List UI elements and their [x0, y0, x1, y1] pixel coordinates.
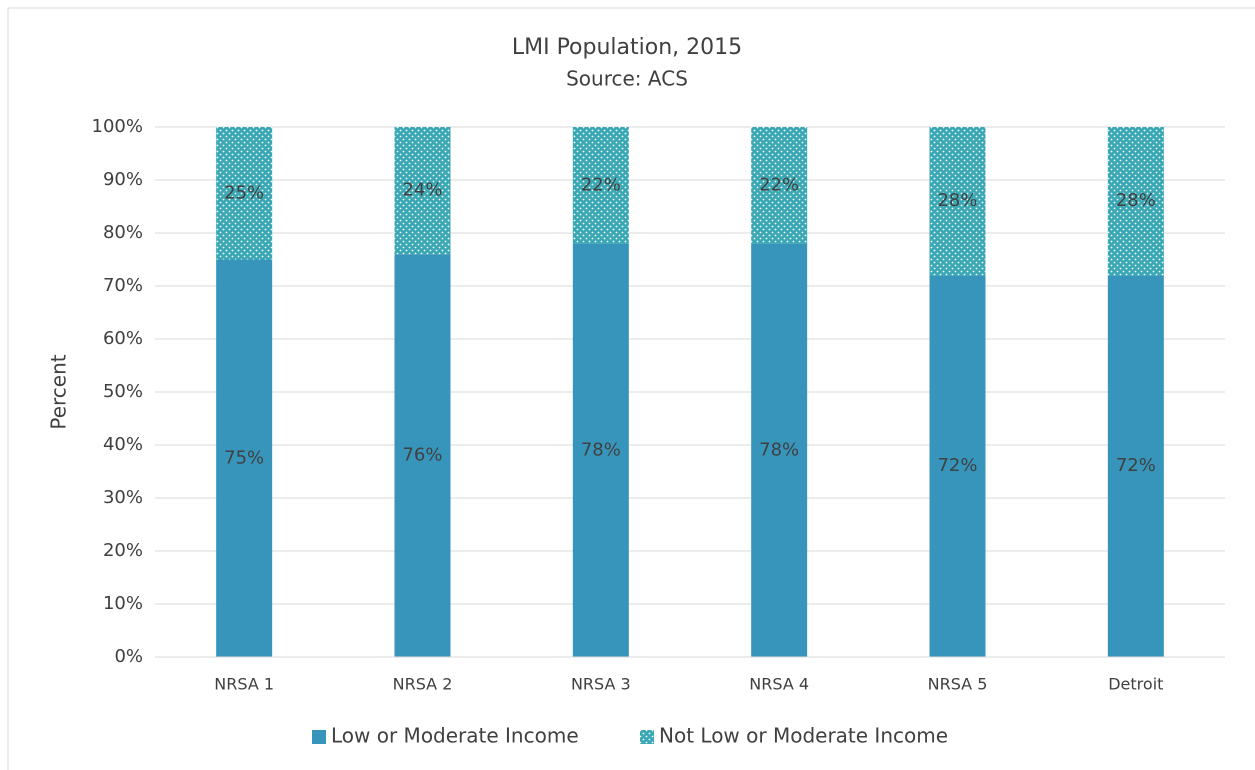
y-tick-label: 20% [103, 540, 143, 561]
data-label: 72% [937, 455, 977, 476]
bar-segment [1107, 127, 1164, 276]
bar-segment [394, 127, 451, 255]
bar-segment [572, 243, 629, 657]
bar-segment [751, 243, 808, 657]
bar-segment [572, 127, 629, 244]
bar-segment [216, 259, 273, 657]
x-tick-label: NRSA 3 [571, 675, 631, 694]
y-tick-label: 50% [103, 381, 143, 402]
data-label: 78% [759, 439, 799, 460]
data-label: 22% [581, 174, 621, 195]
y-tick-label: 40% [103, 434, 143, 455]
data-label: 28% [1116, 190, 1156, 211]
y-tick-label: 90% [103, 169, 143, 190]
legend-swatch [312, 730, 326, 744]
data-label: 28% [937, 190, 977, 211]
bar-segment [929, 275, 986, 657]
bar-segment [1107, 275, 1164, 657]
y-tick-label: 0% [114, 646, 143, 667]
y-tick-label: 60% [103, 328, 143, 349]
data-label: 24% [402, 180, 442, 201]
data-label: 78% [581, 439, 621, 460]
data-label: 25% [224, 182, 264, 203]
x-tick-label: NRSA 5 [928, 675, 988, 694]
y-tick-label: 70% [103, 275, 143, 296]
y-tick-label: 80% [103, 222, 143, 243]
data-label: 75% [224, 447, 264, 468]
data-label: 76% [402, 445, 442, 466]
legend-label: Low or Moderate Income [331, 724, 579, 748]
y-axis-label: Percent [47, 354, 71, 429]
data-label: 22% [759, 174, 799, 195]
x-tick-label: Detroit [1108, 675, 1163, 694]
legend-swatch [640, 730, 654, 744]
x-tick-label: NRSA 1 [214, 675, 274, 694]
bar-segment [394, 254, 451, 657]
x-tick-label: NRSA 4 [749, 675, 809, 694]
data-label: 72% [1116, 455, 1156, 476]
y-tick-label: 10% [103, 593, 143, 614]
chart-border [7, 7, 1255, 770]
bar-segment [929, 127, 986, 276]
bar-segment [751, 127, 808, 244]
y-tick-label: 100% [92, 116, 143, 137]
legend-label: Not Low or Moderate Income [659, 724, 948, 748]
chart-subtitle: Source: ACS [566, 67, 688, 91]
bar-segment [216, 127, 273, 260]
chart-title: LMI Population, 2015 [512, 35, 742, 60]
x-tick-label: NRSA 2 [393, 675, 453, 694]
y-tick-label: 30% [103, 487, 143, 508]
